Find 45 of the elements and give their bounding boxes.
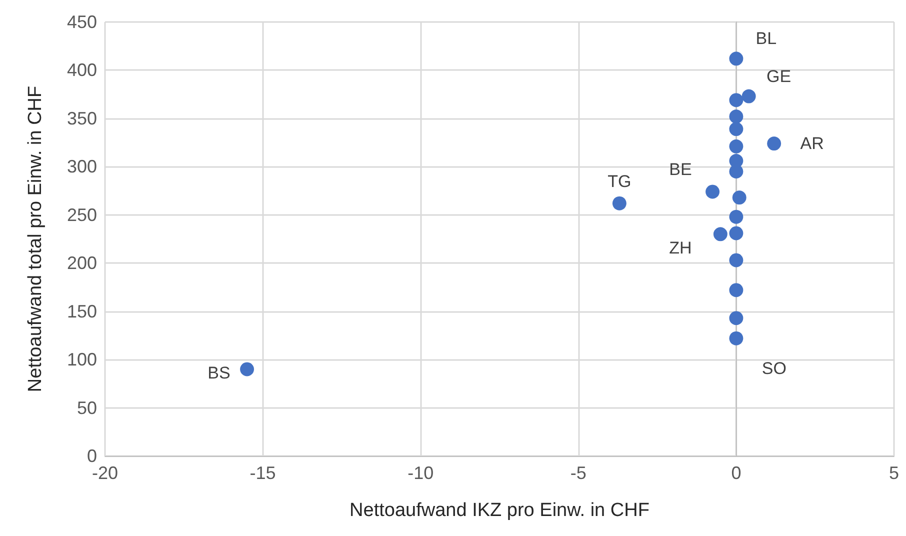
y-tick-label: 100 — [66, 350, 97, 370]
point — [729, 311, 744, 326]
y-tick-label: 50 — [76, 398, 97, 418]
point — [742, 89, 756, 104]
point — [729, 139, 744, 154]
point — [706, 184, 720, 199]
point — [612, 196, 626, 210]
point — [732, 190, 746, 205]
y-tick-label: 400 — [66, 60, 97, 80]
point — [729, 210, 744, 224]
x-tick-label: -20 — [92, 463, 118, 483]
annotation: AR — [800, 134, 824, 154]
point — [729, 52, 744, 66]
annotation: TG — [608, 172, 632, 191]
x-tick-label: -5 — [570, 463, 586, 483]
y-tick-label: 450 — [66, 12, 97, 32]
point — [729, 331, 744, 346]
y-tick-label: 350 — [66, 108, 97, 128]
x-tick-label: 0 — [731, 463, 742, 483]
annotation: BS — [208, 364, 230, 383]
point — [729, 110, 744, 124]
point — [713, 227, 728, 242]
x-tick-label: -10 — [408, 463, 434, 483]
y-tick-label: 250 — [66, 204, 97, 225]
x-tick-label: 5 — [888, 463, 900, 483]
annotation: SO — [762, 358, 786, 378]
y-tick-label: 200 — [66, 253, 97, 274]
annotation: ZH — [669, 238, 692, 258]
y-tick-label: 0 — [86, 446, 97, 466]
x-tick-label: -15 — [250, 463, 276, 483]
y-axis-title: Nettoaufwand total pro Einw. in CHF — [25, 86, 46, 392]
point — [729, 226, 744, 240]
annotation: BL — [756, 29, 777, 48]
point — [240, 362, 254, 376]
annotation: BE — [669, 160, 692, 180]
point — [767, 136, 782, 151]
point — [729, 93, 744, 108]
x-axis-title: Nettoaufwand IKZ pro Einw. in CHF — [350, 500, 650, 521]
y-tick-label: 300 — [66, 156, 97, 177]
annotation: GE — [766, 66, 792, 86]
point — [729, 164, 744, 178]
point — [729, 283, 744, 298]
point — [729, 122, 744, 136]
y-tick-label: 150 — [66, 301, 97, 322]
point — [729, 253, 744, 268]
